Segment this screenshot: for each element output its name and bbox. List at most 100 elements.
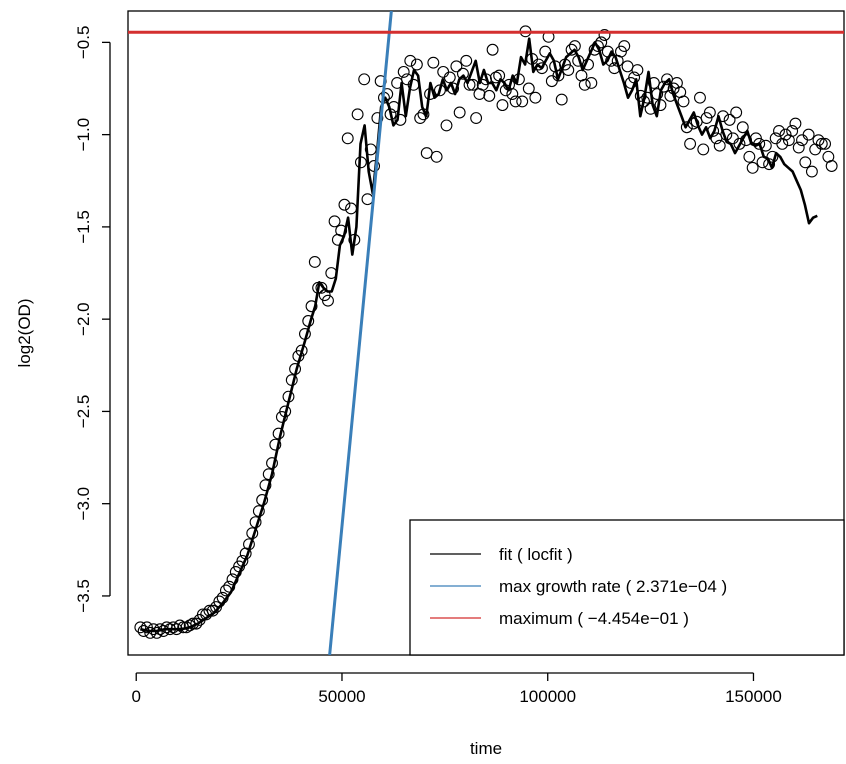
x-axis-title: time bbox=[470, 739, 502, 758]
data-point bbox=[792, 141, 805, 154]
data-point bbox=[562, 64, 575, 76]
data-point bbox=[427, 56, 440, 69]
data-point bbox=[397, 65, 410, 78]
y-tick-label: −0.5 bbox=[74, 26, 93, 60]
data-point bbox=[457, 67, 469, 80]
data-point bbox=[736, 121, 749, 134]
data-point bbox=[819, 137, 832, 150]
data-point bbox=[733, 137, 746, 150]
y-tick-label: −3.0 bbox=[74, 487, 93, 521]
fit-line bbox=[140, 37, 818, 633]
data-point bbox=[746, 161, 759, 174]
data-point bbox=[338, 198, 351, 211]
data-point bbox=[486, 43, 499, 56]
data-point bbox=[522, 82, 535, 95]
data-point bbox=[345, 202, 357, 215]
data-point bbox=[437, 65, 450, 78]
data-point bbox=[789, 117, 802, 130]
data-point bbox=[539, 45, 552, 58]
max-growth-rate-line bbox=[328, 11, 393, 655]
data-point bbox=[529, 91, 542, 104]
data-point bbox=[173, 619, 186, 632]
data-point bbox=[697, 143, 710, 156]
data-point bbox=[684, 137, 697, 150]
data-point bbox=[430, 150, 443, 163]
data-point bbox=[414, 112, 427, 124]
data-point bbox=[555, 93, 568, 106]
x-tick-label: 50000 bbox=[318, 687, 365, 706]
data-point bbox=[305, 300, 318, 313]
legend-label-fit: fit ( locfit ) bbox=[499, 545, 573, 564]
data-point bbox=[453, 106, 466, 119]
data-point bbox=[167, 621, 180, 634]
data-point bbox=[743, 150, 756, 163]
data-point bbox=[147, 623, 160, 636]
data-point bbox=[496, 99, 509, 112]
data-point bbox=[443, 71, 456, 84]
data-point bbox=[585, 77, 598, 89]
x-tick-label: 0 bbox=[131, 687, 140, 706]
data-point bbox=[552, 69, 565, 82]
plot-area bbox=[128, 11, 844, 655]
legend-label-max-growth: max growth rate ( 2.371e−04 ) bbox=[499, 577, 727, 596]
data-point bbox=[262, 468, 275, 481]
data-point bbox=[190, 617, 203, 630]
legend: fit ( locfit ) max growth rate ( 2.371e−… bbox=[409, 519, 845, 656]
data-point bbox=[206, 604, 219, 617]
data-point bbox=[657, 80, 670, 93]
data-point bbox=[341, 132, 354, 145]
data-point bbox=[509, 95, 522, 108]
legend-box bbox=[409, 519, 845, 656]
legend-label-maximum: maximum ( −4.454e−01 ) bbox=[499, 609, 689, 628]
data-point bbox=[358, 73, 371, 86]
data-point bbox=[516, 95, 529, 108]
data-point bbox=[578, 78, 591, 91]
data-point bbox=[394, 113, 407, 126]
data-point bbox=[703, 106, 716, 119]
x-tick-label: 100000 bbox=[519, 687, 576, 706]
data-point bbox=[315, 281, 328, 294]
data-point bbox=[812, 134, 825, 147]
data-point bbox=[618, 40, 631, 53]
x-tick-label: 150000 bbox=[725, 687, 782, 706]
data-point bbox=[450, 60, 463, 73]
y-axis-title: log2(OD) bbox=[15, 299, 34, 368]
y-axis: −3.5 −3.0 −2.5 −2.0 −1.5 −1.0 −0.5 bbox=[74, 26, 111, 613]
data-point bbox=[631, 64, 644, 76]
y-tick-label: −1.5 bbox=[74, 210, 93, 244]
data-point bbox=[420, 147, 433, 160]
data-point bbox=[694, 91, 706, 104]
y-tick-label: −3.5 bbox=[74, 579, 93, 613]
data-point bbox=[786, 124, 799, 137]
data-point bbox=[799, 156, 812, 169]
data-point bbox=[150, 626, 163, 639]
data-point bbox=[805, 165, 818, 178]
data-point bbox=[621, 60, 634, 73]
data-point bbox=[404, 54, 417, 67]
data-point bbox=[713, 139, 726, 152]
data-point bbox=[308, 256, 321, 268]
data-point bbox=[460, 54, 473, 67]
data-point bbox=[598, 29, 611, 41]
data-point bbox=[351, 108, 364, 121]
data-point bbox=[134, 621, 147, 634]
y-tick-label: −2.0 bbox=[74, 302, 93, 336]
data-point bbox=[730, 106, 743, 119]
y-tick-label: −1.0 bbox=[74, 118, 93, 152]
data-point bbox=[815, 137, 828, 150]
data-point bbox=[825, 160, 838, 172]
data-point bbox=[466, 78, 479, 91]
data-point bbox=[440, 119, 453, 132]
data-point bbox=[802, 128, 815, 141]
data-point bbox=[259, 479, 272, 492]
data-point bbox=[160, 621, 173, 634]
data-point bbox=[545, 75, 558, 88]
data-point bbox=[328, 215, 341, 228]
data-point bbox=[361, 193, 374, 206]
data-point bbox=[773, 124, 785, 137]
data-point bbox=[506, 88, 519, 100]
y-tick-label: −2.5 bbox=[74, 395, 93, 429]
data-point bbox=[470, 112, 483, 124]
data-point bbox=[677, 95, 690, 108]
data-point bbox=[723, 113, 736, 126]
